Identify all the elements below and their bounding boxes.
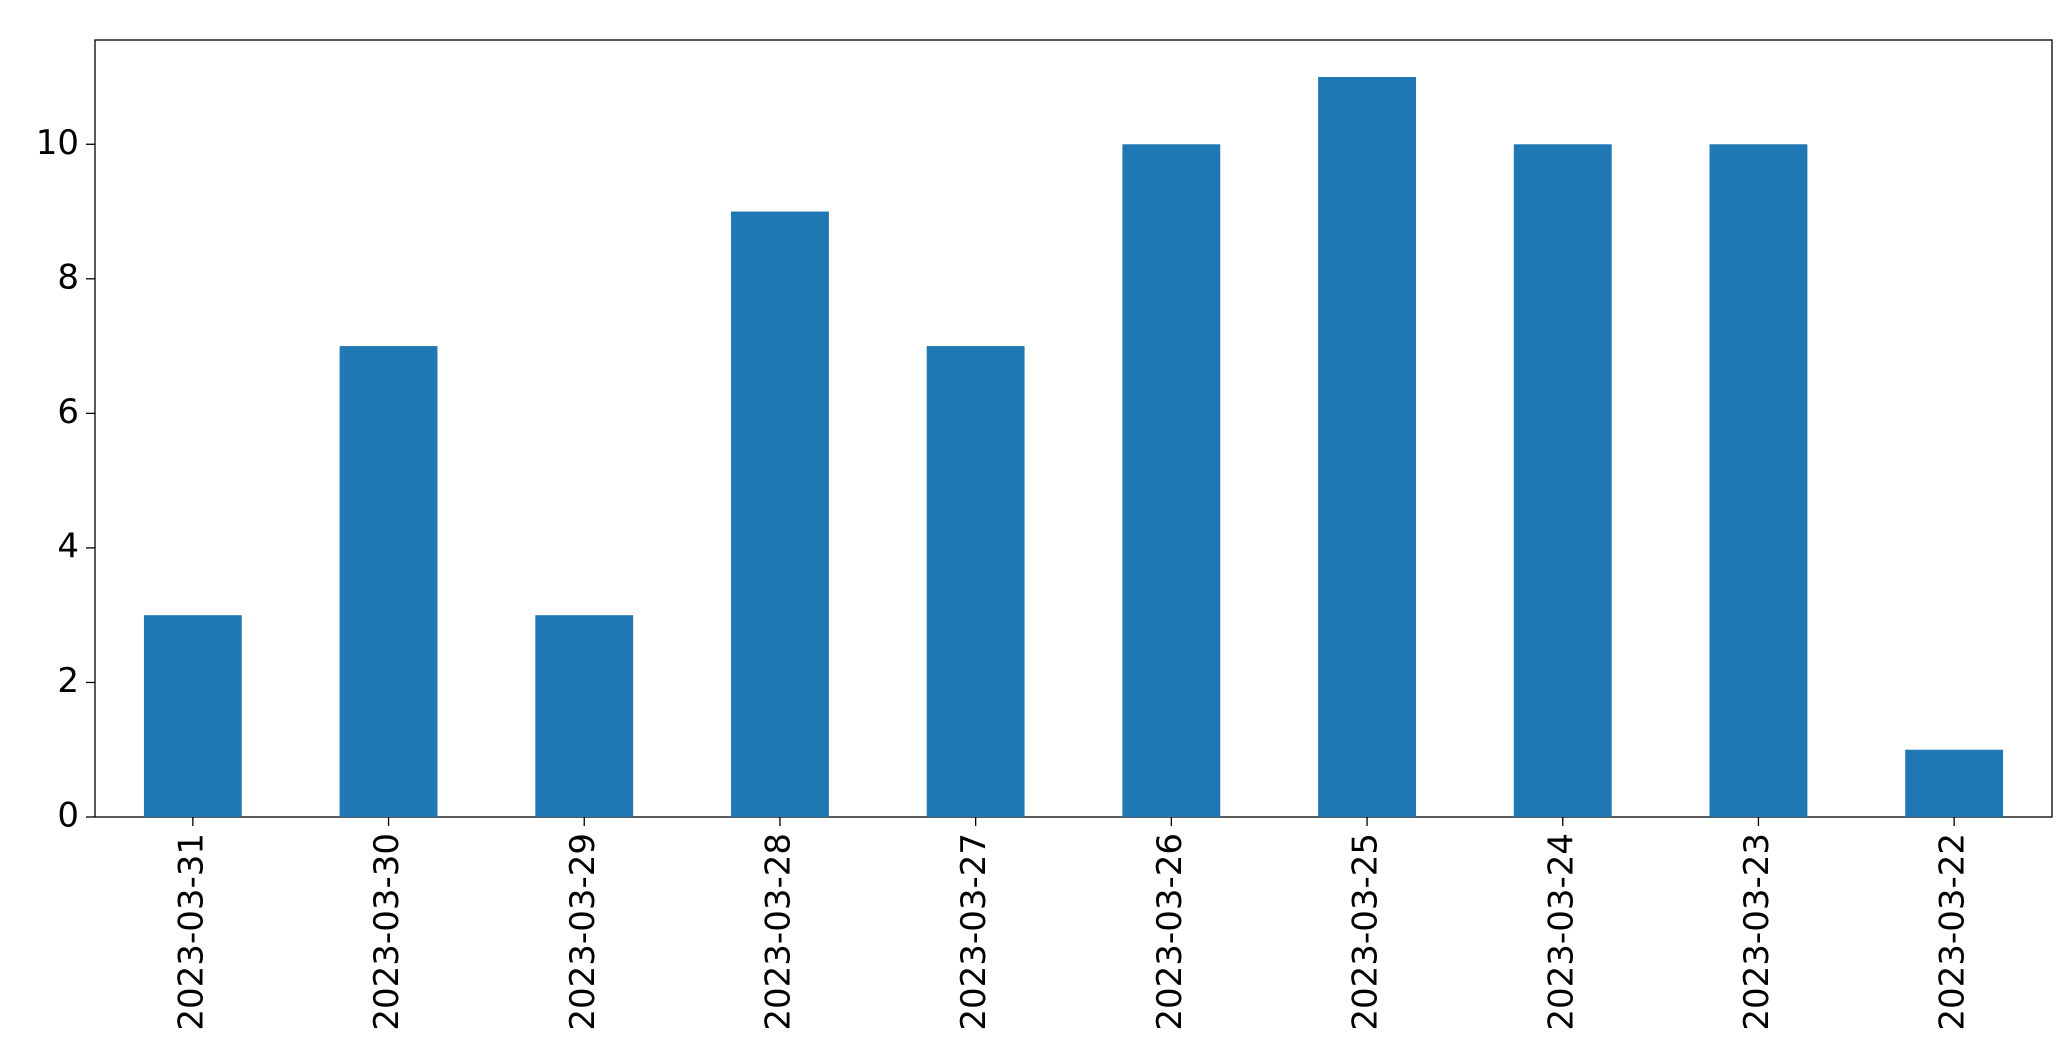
x-tick-label: 2023-03-22 xyxy=(1933,833,1973,1031)
y-tick-label: 0 xyxy=(57,796,79,836)
bar xyxy=(1905,749,2004,817)
bar xyxy=(143,615,242,817)
bar xyxy=(339,346,438,817)
x-tick-label: 2023-03-31 xyxy=(171,833,211,1031)
y-tick-label: 8 xyxy=(57,257,79,297)
bar xyxy=(1122,144,1221,818)
bar xyxy=(1709,144,1808,818)
bar xyxy=(1513,144,1612,818)
y-tick-label: 10 xyxy=(36,123,79,163)
y-tick-label: 2 xyxy=(57,661,79,701)
bar xyxy=(731,211,829,817)
y-tick-label: 4 xyxy=(57,526,79,566)
x-tick-label: 2023-03-25 xyxy=(1346,833,1386,1031)
bar xyxy=(535,615,634,817)
bar xyxy=(926,346,1025,817)
bar xyxy=(1318,77,1416,817)
x-tick-label: 2023-03-30 xyxy=(367,833,407,1031)
x-tick-label: 2023-03-26 xyxy=(1150,833,1190,1031)
x-tick-label: 2023-03-27 xyxy=(954,833,994,1031)
x-tick-label: 2023-03-29 xyxy=(563,833,603,1031)
x-tick-label: 2023-03-24 xyxy=(1541,833,1581,1031)
plot-frame xyxy=(94,39,2053,818)
y-tick-label: 6 xyxy=(57,392,79,432)
x-tick-label: 2023-03-23 xyxy=(1737,833,1777,1031)
x-tick-label: 2023-03-28 xyxy=(758,833,798,1031)
